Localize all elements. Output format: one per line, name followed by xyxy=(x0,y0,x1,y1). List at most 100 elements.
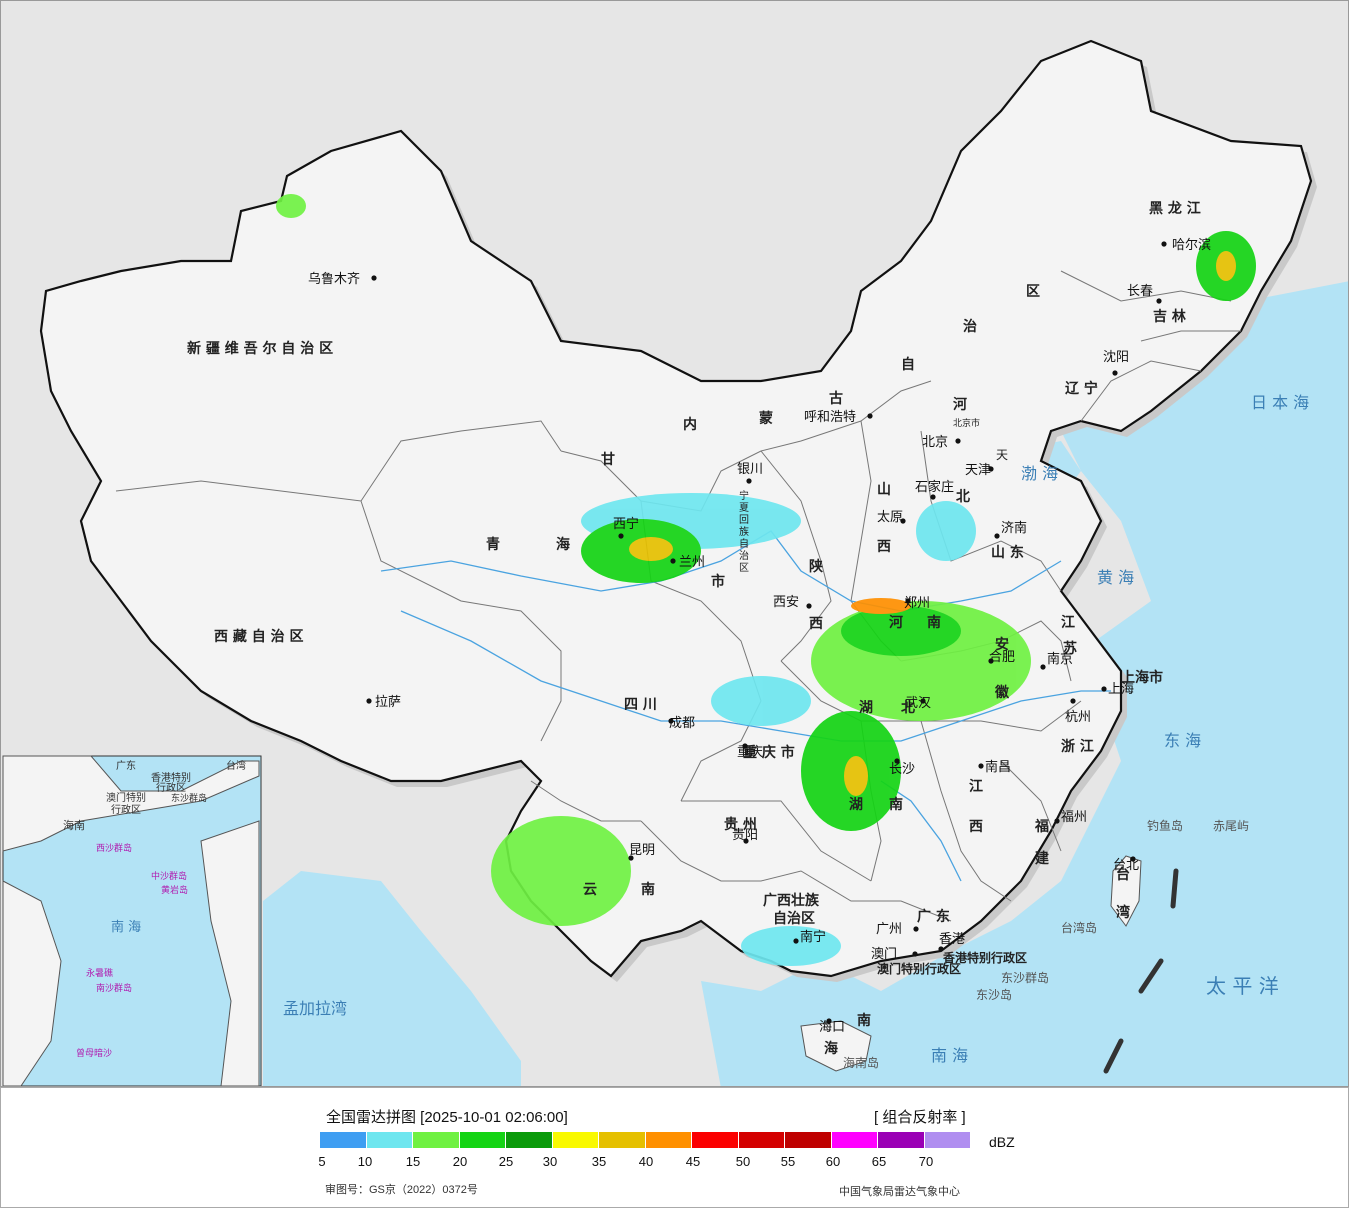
label-heilongjiang: 黑 龙 江 xyxy=(1149,200,1201,217)
label-nmg-1: 内 xyxy=(683,416,697,433)
colorbar-swatch xyxy=(459,1132,506,1148)
label-shandong: 山 东 xyxy=(991,544,1024,561)
inset-label-zhongsha: 中沙群岛 xyxy=(151,870,187,882)
label-gansu: 甘 xyxy=(601,451,615,468)
label-jiangsu-1: 江 xyxy=(1061,614,1075,631)
label-xizang: 西 藏 自 治 区 xyxy=(214,628,304,645)
colorbar-tick: 45 xyxy=(685,1154,701,1169)
city-dot xyxy=(920,698,926,704)
label-liaoning: 辽 宁 xyxy=(1065,380,1098,397)
china-map: 广东 香港特别 行政区 澳门特别 行政区 海南 西沙群岛 中沙群岛 黄岩岛 南 … xyxy=(2,39,1348,1086)
sea-japan: 日 本 海 xyxy=(1251,393,1309,412)
island-diaoyu: 钓鱼岛 xyxy=(1147,818,1183,833)
city-label: 海口 xyxy=(819,1020,845,1035)
colorbar-tick: 20 xyxy=(452,1154,468,1169)
label-ningxia-7: 区 xyxy=(739,562,749,574)
inset-label-macao-2: 行政区 xyxy=(111,803,141,816)
label-jiangxi-2: 西 xyxy=(969,819,983,835)
bay-of-bengal-area xyxy=(263,871,521,1086)
label-hebei-2: 北 xyxy=(956,489,970,505)
city-label: 西宁 xyxy=(613,516,639,532)
colorbar-swatch xyxy=(785,1132,832,1148)
city-label: 南京 xyxy=(1047,651,1073,667)
sea-labels: 日 本 海 渤 海 黄 海 东 海 南 海 太 平 洋 孟加拉湾 xyxy=(283,393,1309,1065)
inset-label-guangdong: 广东 xyxy=(116,759,136,772)
city-label: 乌鲁木齐 xyxy=(308,271,360,287)
city-label: 南昌 xyxy=(985,759,1011,775)
city-label: 重庆 xyxy=(737,744,763,760)
label-guangxi-2: 自治区 xyxy=(773,910,815,927)
city-dot xyxy=(1112,370,1118,376)
label-beijing-shi: 北京市 xyxy=(953,417,980,429)
city-label: 郑州 xyxy=(904,596,930,611)
city-dot xyxy=(742,743,748,749)
city-dot xyxy=(912,951,918,957)
city-label: 广州 xyxy=(876,922,902,937)
colorbar-tick: 30 xyxy=(542,1154,558,1169)
echo-henan-core xyxy=(841,606,961,656)
city-label: 武汉 xyxy=(905,696,931,711)
city-label: 拉萨 xyxy=(375,695,401,710)
island-dongsha: 东沙群岛 xyxy=(1001,970,1049,985)
city-dot xyxy=(826,1018,832,1024)
echo-henan-hot xyxy=(851,598,911,614)
colorbar-tick: 25 xyxy=(498,1154,514,1169)
city-dot xyxy=(900,518,906,524)
city-dot xyxy=(1156,298,1162,304)
colorbar-swatch xyxy=(366,1132,413,1148)
city-label: 台北 xyxy=(1113,858,1139,873)
label-hubei-1: 湖 xyxy=(859,700,873,716)
label-jiangsu-2: 苏 xyxy=(1063,640,1077,657)
label-anhui-2: 徽 xyxy=(994,684,1010,701)
city-dot xyxy=(994,533,1000,539)
label-hongkong-sar: 香港特别行政区 xyxy=(942,950,1027,965)
city-label: 澳门 xyxy=(871,946,897,962)
city-dot xyxy=(1101,686,1107,692)
colorbar-tick: 35 xyxy=(591,1154,607,1169)
label-nmg-3: 古 xyxy=(829,390,843,407)
label-lanzhou-shi: 市 xyxy=(711,573,725,590)
radar-echoes xyxy=(276,194,1256,966)
echo-chongqing xyxy=(711,676,811,726)
colorbar-tick: 55 xyxy=(780,1154,796,1169)
city-label: 呼和浩特 xyxy=(804,410,856,425)
city-dot xyxy=(913,926,919,932)
label-qinghai-1: 青 xyxy=(486,536,500,553)
sea-east: 东 海 xyxy=(1164,731,1201,750)
label-taiwan-2: 湾 xyxy=(1116,904,1130,921)
inset-label-zengmu: 曾母暗沙 xyxy=(76,1047,112,1059)
inset-label-south-sea: 南 海 xyxy=(111,919,141,935)
label-hunan-2: 南 xyxy=(889,796,903,813)
city-label: 南宁 xyxy=(800,929,826,945)
label-ningxia-5: 自 xyxy=(739,537,749,550)
label-shaanxi-2: 西 xyxy=(809,616,823,632)
city-label: 银川 xyxy=(737,462,763,477)
city-dot xyxy=(371,275,377,281)
city-layer: 乌鲁木齐拉萨兰州银川西宁呼和浩特北京天津石家庄太原济南郑州西安成都重庆武汉合肥南… xyxy=(308,237,1211,1035)
south-sea-inset: 广东 香港特别 行政区 澳门特别 行政区 海南 西沙群岛 中沙群岛 黄岩岛 南 … xyxy=(2,755,262,1086)
inset-label-taiwan: 台湾 xyxy=(226,759,246,772)
city-dot xyxy=(867,413,873,419)
label-henan-1: 河 xyxy=(889,614,903,631)
colorbar-swatch xyxy=(599,1132,646,1148)
echo-yunnan xyxy=(491,816,631,926)
label-guizhou: 贵 州 xyxy=(724,816,757,833)
colorbar-tick: 10 xyxy=(357,1154,373,1169)
island-chiwei: 赤尾屿 xyxy=(1213,819,1249,833)
city-dot xyxy=(978,763,984,769)
label-yunnan-2: 南 xyxy=(641,881,655,898)
nine-dash-line xyxy=(1103,868,1179,1074)
colorbar-swatch xyxy=(320,1132,367,1148)
city-dot xyxy=(988,658,994,664)
sea-bengal: 孟加拉湾 xyxy=(283,999,347,1018)
city-label: 上海 xyxy=(1108,682,1134,697)
label-fujian-1: 福 xyxy=(1034,818,1049,835)
label-taiwan-1: 台 xyxy=(1116,866,1130,883)
label-hubei-2: 北 xyxy=(901,700,915,716)
sea-pacific: 太 平 洋 xyxy=(1206,974,1279,998)
label-nmg-2: 蒙 xyxy=(759,410,773,427)
city-dot xyxy=(1161,241,1167,247)
city-dot xyxy=(905,598,911,604)
island-labels: 钓鱼岛 赤尾屿 台湾岛 东沙群岛 东沙岛 海南岛 xyxy=(843,818,1249,1070)
